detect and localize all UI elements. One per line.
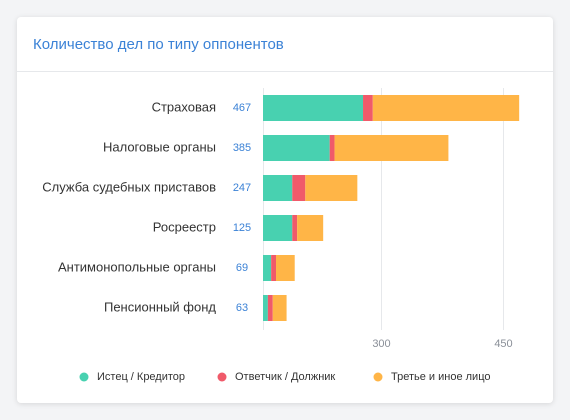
- legend-label: Третье и иное лицо: [391, 371, 490, 383]
- chart-title: Количество дел по типу оппонентов: [33, 36, 284, 53]
- total-label: 385: [233, 142, 251, 154]
- bar-segment: [292, 215, 298, 241]
- legend-marker: [217, 372, 227, 382]
- category-label: Налоговые органы: [103, 139, 216, 154]
- bar-segment: [292, 175, 306, 201]
- total-label: 467: [233, 102, 251, 114]
- total-label: 63: [236, 302, 248, 314]
- x-tick-label: 300: [372, 338, 390, 350]
- bar-segment: [267, 295, 273, 321]
- x-tick-label: 450: [494, 338, 512, 350]
- bar-segment: [329, 135, 335, 161]
- legend-marker: [79, 372, 89, 382]
- total-label: 247: [233, 182, 251, 194]
- category-label: Пенсионный фонд: [104, 299, 216, 314]
- bar-segment: [363, 95, 373, 121]
- bar-segment: [263, 175, 293, 201]
- category-label: Служба судебных приставов: [42, 179, 216, 194]
- bar-segment: [272, 295, 287, 321]
- bar-segment: [334, 135, 449, 161]
- total-label: 69: [236, 262, 248, 274]
- total-label: 125: [233, 222, 251, 234]
- legend-label: Ответчик / Должник: [235, 371, 335, 383]
- bar-segment: [271, 255, 277, 281]
- bar-segment: [372, 95, 520, 121]
- category-label: Антимонопольные органы: [58, 259, 216, 274]
- card: [17, 17, 553, 403]
- legend-marker: [373, 372, 383, 382]
- bar-segment: [263, 95, 364, 121]
- bar-segment: [276, 255, 295, 281]
- bar-segment: [263, 215, 293, 241]
- category-label: Страховая: [152, 99, 216, 114]
- category-label: Росреестр: [153, 219, 216, 234]
- bar-segment: [305, 175, 358, 201]
- legend-label: Истец / Кредитор: [97, 371, 185, 383]
- bar-segment: [263, 295, 268, 321]
- bar-segment: [263, 135, 330, 161]
- bar-segment: [297, 215, 324, 241]
- bar-segment: [263, 255, 272, 281]
